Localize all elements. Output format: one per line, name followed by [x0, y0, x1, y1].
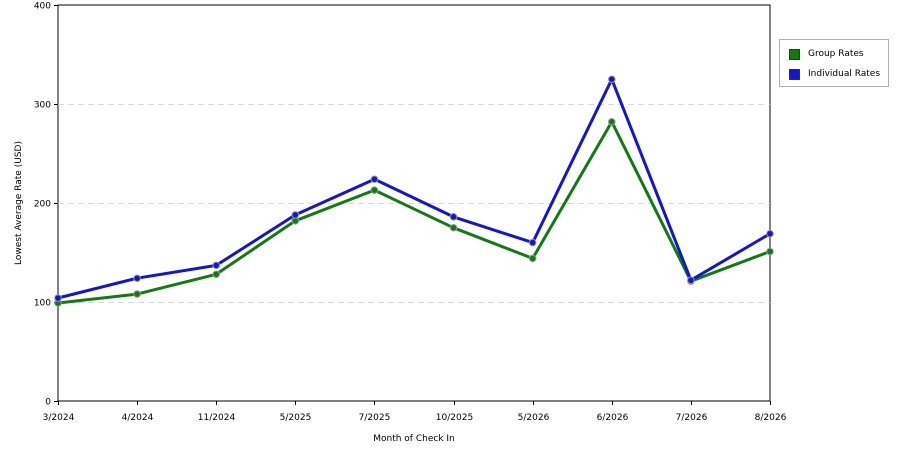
point-individual-rates-6: [528, 238, 537, 247]
point-individual-rates-4: [370, 175, 379, 184]
point-individual-rates-0: [54, 294, 62, 302]
point-individual-rates-7: [607, 75, 616, 84]
point-group-rates-7: [607, 118, 616, 126]
point-group-rates-5: [449, 223, 458, 232]
point-individual-rates-9: [766, 229, 774, 238]
y-tick-label-0: 0: [45, 398, 51, 408]
point-individual-rates-2: [212, 261, 221, 270]
y-tick-label-3: 300: [34, 101, 51, 111]
point-group-rates-9: [766, 247, 774, 256]
legend-label-individual-rates: Individual Rates: [808, 69, 881, 79]
x-tick-label-2: 11/2024: [198, 413, 236, 423]
x-tick-label-0: 3/2024: [43, 413, 75, 423]
legend: Group Rates Individual Rates: [779, 39, 889, 87]
point-individual-rates-8: [687, 276, 695, 285]
legend-label-group-rates: Group Rates: [808, 49, 864, 59]
x-axis-title: Month of Check In: [373, 434, 455, 444]
x-tick-label-7: 6/2026: [597, 413, 629, 423]
y-tick-label-2: 200: [34, 200, 51, 210]
point-individual-rates-3: [291, 211, 300, 219]
x-tick-label-6: 5/2026: [518, 413, 550, 423]
y-axis-title: Lowest Average Rate (USD): [14, 141, 24, 265]
point-group-rates-1: [133, 290, 141, 298]
x-tick-label-3: 5/2025: [280, 413, 312, 423]
x-tick-label-8: 7/2026: [676, 413, 708, 423]
point-group-rates-2: [212, 270, 221, 279]
legend-swatch-individual-rates: [789, 68, 800, 80]
y-tick-label-4: 400: [34, 2, 51, 12]
point-group-rates-6: [528, 254, 537, 263]
series-line-group-rates: [57, 120, 771, 305]
x-tick-label-5: 10/2025: [436, 413, 473, 423]
point-individual-rates-1: [133, 274, 141, 283]
x-tick-label-1: 4/2024: [122, 413, 154, 423]
legend-item-group-rates: Group Rates: [789, 47, 864, 61]
x-tick-label-4: 7/2025: [359, 413, 391, 423]
legend-swatch-group-rates: [789, 48, 800, 60]
legend-item-individual-rates: Individual Rates: [789, 67, 880, 81]
y-tick-label-1: 100: [34, 299, 51, 309]
series-line-individual-rates: [57, 77, 771, 300]
x-tick-label-9: 8/2026: [755, 413, 787, 423]
point-group-rates-4: [370, 186, 379, 194]
point-individual-rates-5: [449, 213, 458, 221]
